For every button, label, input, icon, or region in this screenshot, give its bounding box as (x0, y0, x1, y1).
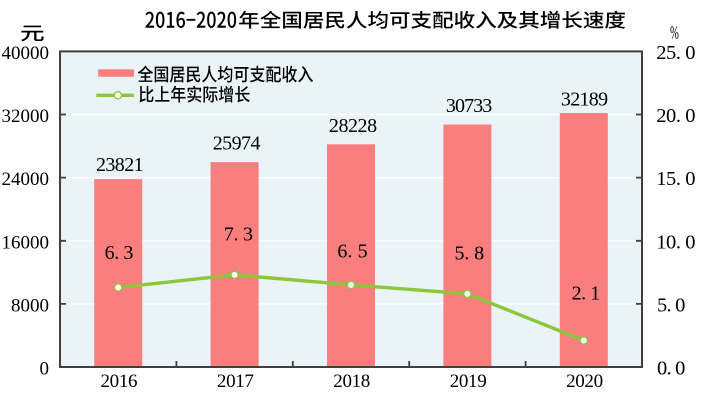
svg-text:2020: 2020 (566, 371, 603, 392)
svg-text:16000: 16000 (2, 232, 50, 253)
svg-text:2016: 2016 (101, 371, 138, 392)
svg-text:0: 0 (40, 359, 50, 380)
svg-text:40000: 40000 (2, 43, 50, 64)
svg-text:25. 0: 25. 0 (656, 42, 695, 64)
svg-text:30733: 30733 (446, 95, 492, 117)
svg-text:2019: 2019 (450, 371, 487, 392)
svg-text:15. 0: 15. 0 (656, 168, 695, 190)
svg-text:2. 1: 2. 1 (572, 283, 601, 305)
svg-text:8000: 8000 (11, 296, 49, 317)
svg-text:5. 0: 5. 0 (657, 294, 685, 316)
svg-text:6. 3: 6. 3 (105, 242, 134, 264)
svg-text:25974: 25974 (213, 133, 261, 155)
svg-text:0. 0: 0. 0 (657, 358, 685, 380)
svg-text:32000: 32000 (2, 106, 50, 127)
svg-text:24000: 24000 (2, 169, 50, 190)
svg-text:20. 0: 20. 0 (656, 105, 695, 127)
svg-text:28228: 28228 (329, 115, 377, 137)
svg-text:23821: 23821 (96, 154, 144, 176)
svg-text:32189: 32189 (561, 88, 608, 110)
svg-text:6. 5: 6. 5 (337, 241, 367, 263)
svg-text:2017: 2017 (217, 371, 254, 392)
svg-text:7. 3: 7. 3 (224, 223, 253, 245)
svg-text:2018: 2018 (333, 371, 370, 392)
svg-text:5. 8: 5. 8 (455, 243, 485, 265)
svg-text:10. 0: 10. 0 (656, 231, 695, 253)
